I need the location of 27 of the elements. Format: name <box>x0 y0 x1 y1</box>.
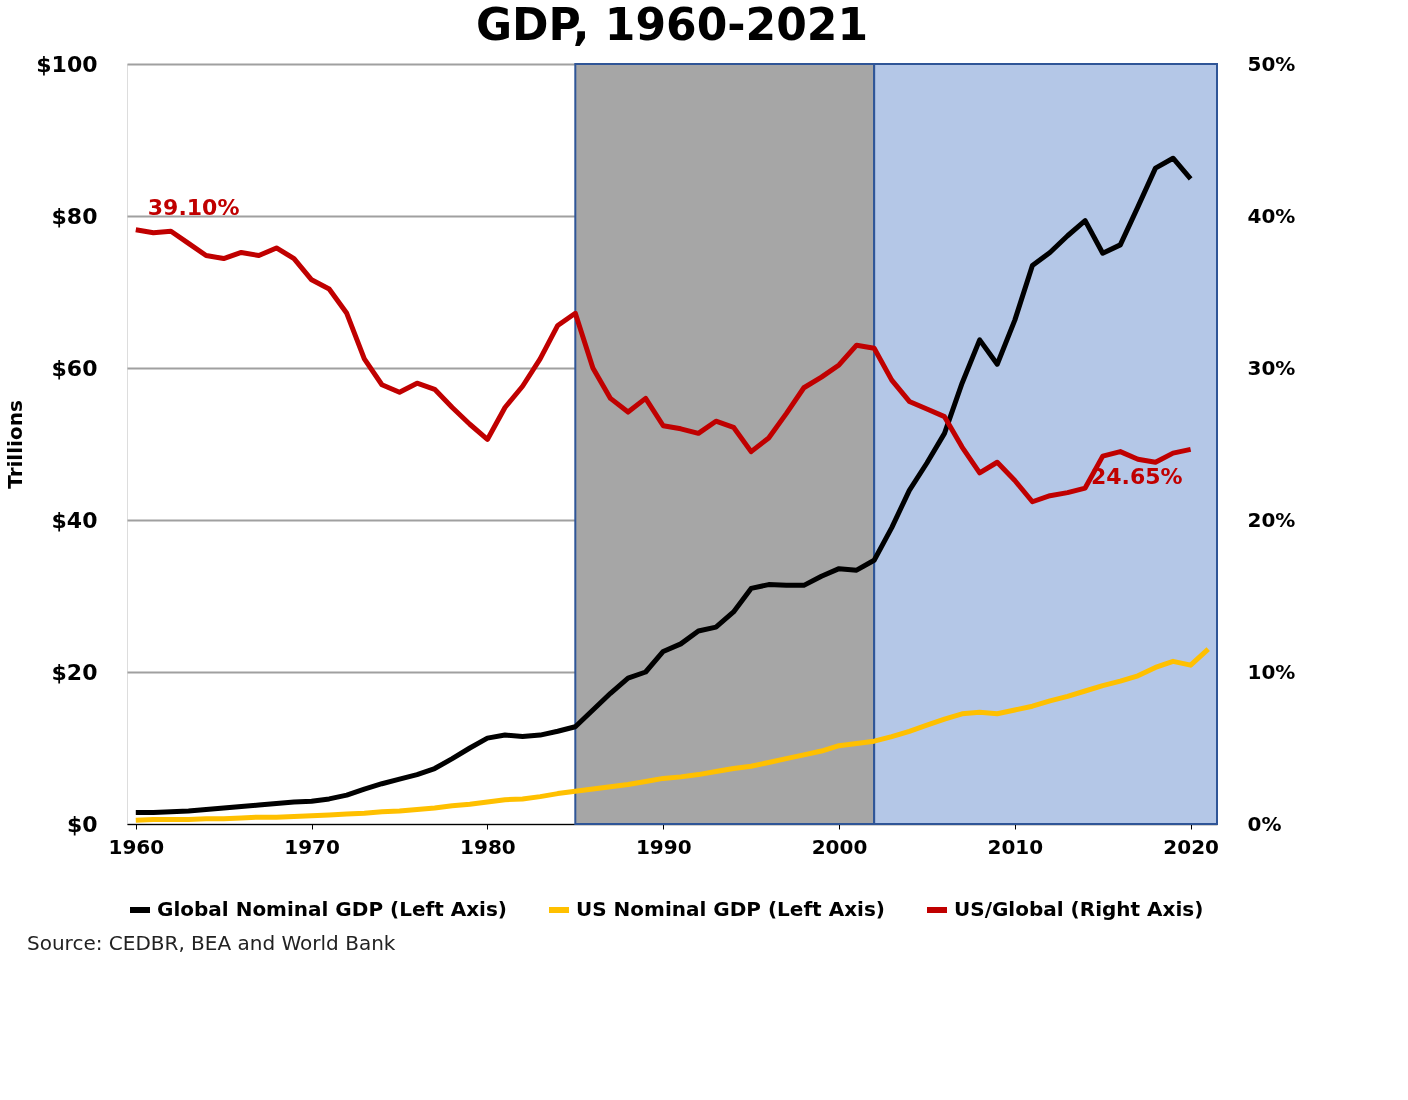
x-tick-label: 1980 <box>460 834 516 859</box>
y-tick-label: $20 <box>51 659 98 685</box>
y-axis-title: Trillions <box>3 400 28 489</box>
y2-tick-label: 50% <box>1247 51 1296 76</box>
legend-label: US Nominal GDP (Left Axis) <box>576 897 885 921</box>
data-label: 39.10% <box>147 194 240 220</box>
x-tick-label: 1960 <box>108 834 165 859</box>
y-tick-label: $80 <box>51 203 98 229</box>
y-tick-label: $40 <box>51 507 98 533</box>
x-tick-label: 2010 <box>987 834 1044 859</box>
y-tick-label: $100 <box>36 51 98 77</box>
y2-tick-label: 40% <box>1247 203 1296 228</box>
y-tick-label: $60 <box>51 355 98 381</box>
x-tick-label: 1990 <box>635 834 692 859</box>
legend-label: Global Nominal GDP (Left Axis) <box>157 897 507 921</box>
x-tick-label: 2000 <box>811 834 868 859</box>
data-label: 24.65% <box>1090 464 1183 490</box>
legend-label: US/Global (Right Axis) <box>954 897 1204 921</box>
x-tick-label: 2020 <box>1163 834 1219 859</box>
y2-tick-label: 30% <box>1247 355 1296 380</box>
chart-title: GDP, 1960-2021 <box>475 0 869 50</box>
y-tick-label: $0 <box>66 811 98 837</box>
y2-tick-label: 10% <box>1247 659 1296 684</box>
y2-tick-label: 0% <box>1247 811 1282 836</box>
x-tick-label: 1970 <box>284 834 340 859</box>
source-note: Source: CEDBR, BEA and World Bank <box>27 931 396 955</box>
y2-tick-label: 20% <box>1247 507 1296 532</box>
